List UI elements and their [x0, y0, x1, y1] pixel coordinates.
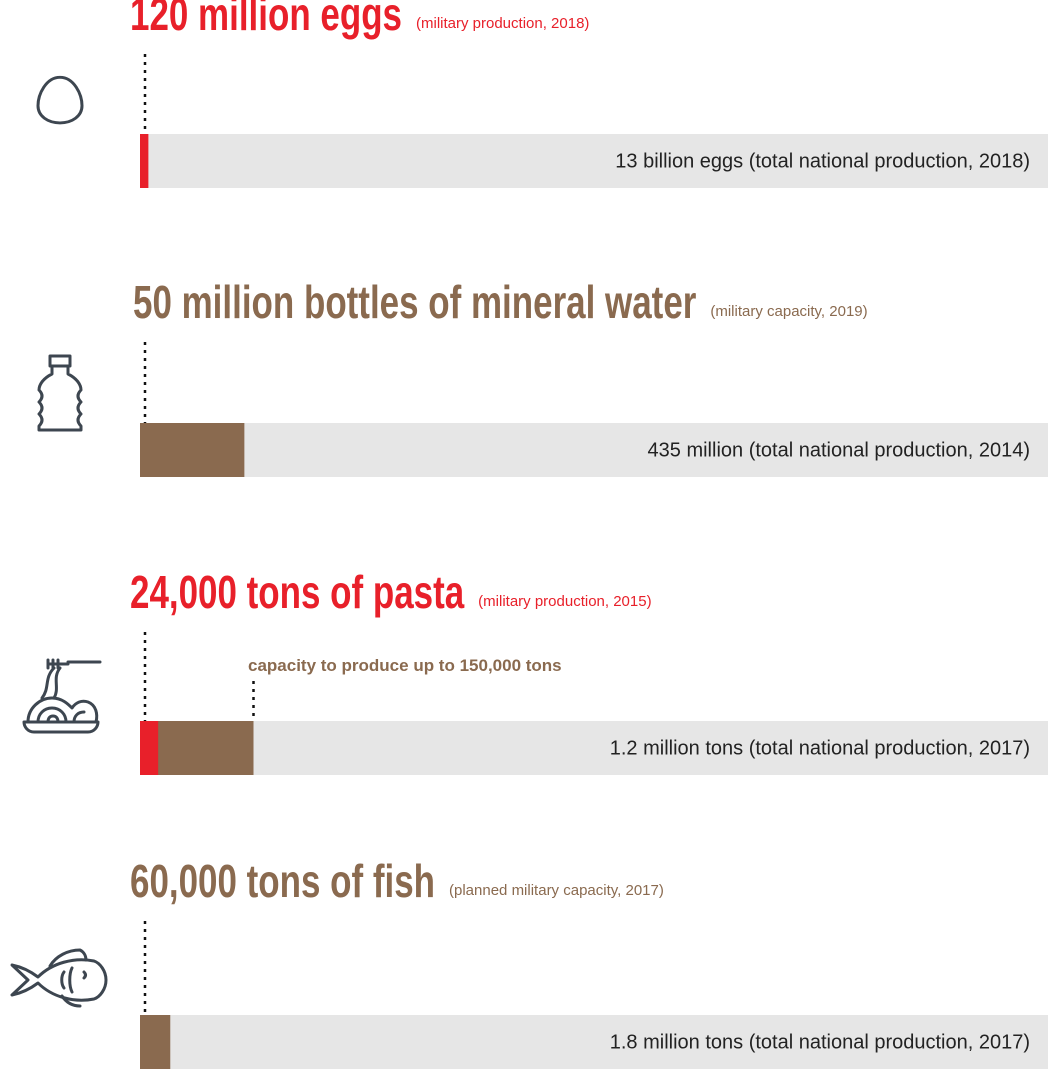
headline-note: (planned military capacity, 2017) [449, 882, 664, 899]
headline: 24,000 tons of pasta [130, 566, 465, 618]
bottle-icon [37, 354, 83, 432]
total-label: 13 billion eggs (total national producti… [615, 150, 1030, 172]
headline-note: (military production, 2015) [478, 593, 651, 610]
egg-icon [36, 75, 84, 125]
total-label: 1.2 million tons (total national product… [610, 737, 1030, 759]
total-bar [140, 721, 1048, 775]
headline-note: (military capacity, 2019) [710, 303, 867, 320]
capacity-note: capacity to produce up to 150,000 tons [248, 656, 562, 675]
segment-bar [140, 134, 149, 188]
segment-bar [140, 423, 245, 477]
headline: 60,000 tons of fish [130, 855, 435, 907]
segment-bar [140, 1015, 171, 1069]
total-bar [140, 134, 1048, 188]
segment-bar [140, 721, 254, 775]
total-bar [140, 1015, 1048, 1069]
total-label: 1.8 million tons (total national product… [610, 1031, 1030, 1053]
segment-bar [140, 721, 159, 775]
headline: 120 million eggs [130, 0, 402, 40]
headline-note: (military production, 2018) [416, 15, 589, 32]
headline: 50 million bottles of mineral water [133, 276, 696, 328]
total-bar [140, 423, 1048, 477]
pasta-icon [22, 658, 102, 734]
fish-icon [10, 948, 108, 1008]
total-label: 435 million (total national production, … [648, 439, 1030, 461]
